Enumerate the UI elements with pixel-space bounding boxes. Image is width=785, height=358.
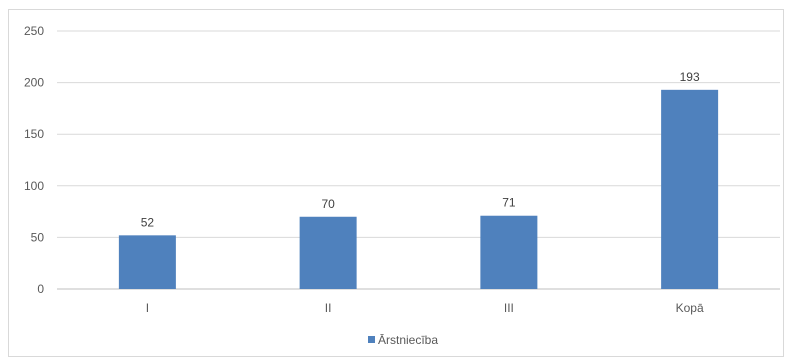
bar [118,235,176,289]
x-tick-label: I [146,301,149,315]
bars [118,89,719,289]
legend-swatch [368,336,375,343]
y-tick-label: 0 [37,282,44,296]
y-tick-label: 250 [24,24,44,38]
x-axis-ticks: I II III Kopā [146,301,704,315]
y-tick-label: 50 [31,230,45,244]
chart-frame [8,9,784,357]
y-axis-ticks: 0 50 100 150 200 250 [24,24,44,296]
x-tick-label: Kopā [676,301,704,315]
y-tick-label: 200 [24,76,44,90]
legend: Ārstniecība [368,333,438,347]
x-tick-label: II [325,301,332,315]
y-tick-label: 150 [24,127,44,141]
bar [661,89,719,289]
data-label: 52 [141,215,155,229]
y-tick-label: 100 [24,179,44,193]
bar [480,215,538,289]
data-label: 70 [321,197,335,211]
legend-entry: Ārstniecība [378,333,438,347]
data-label: 193 [680,70,700,84]
bar [299,216,357,289]
x-tick-label: III [504,301,514,315]
data-label: 71 [502,196,516,210]
gridlines [57,30,780,290]
data-labels: 52 70 71 193 [141,70,700,230]
